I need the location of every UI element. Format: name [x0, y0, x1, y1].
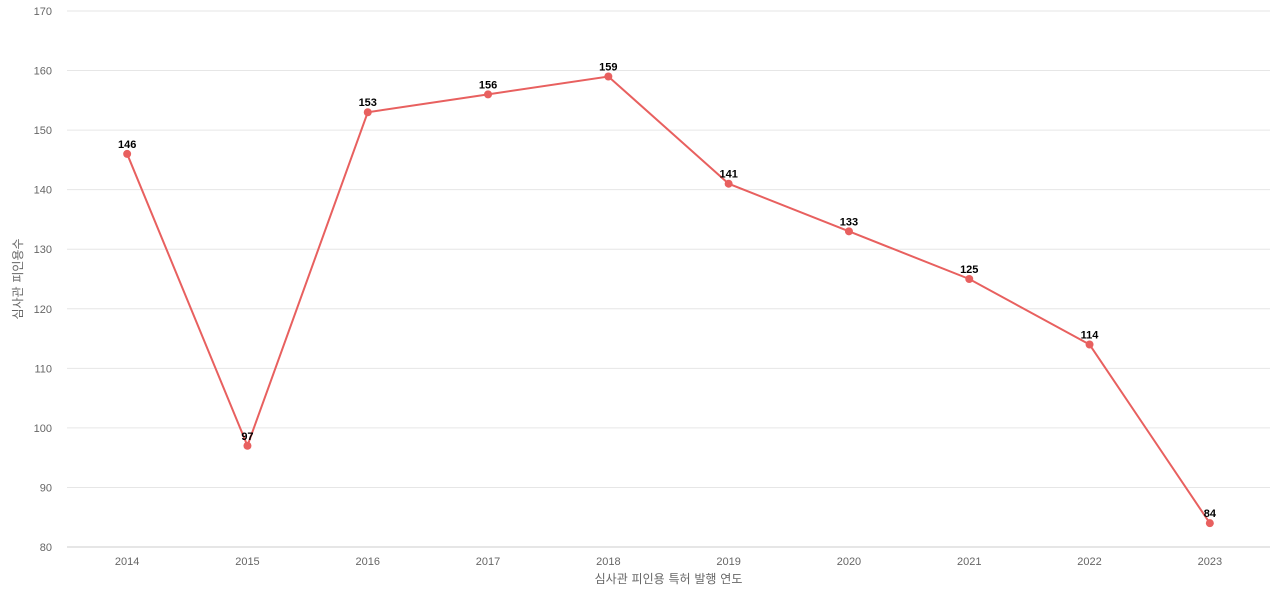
- x-axis-title: 심사관 피인용 특허 발행 연도: [595, 571, 743, 586]
- x-tick-label: 2014: [115, 556, 139, 568]
- data-point[interactable]: [724, 179, 733, 188]
- y-axis-ticks: 80 90 100 110 120 130 140 150 160 170: [34, 6, 52, 554]
- data-point[interactable]: [363, 108, 372, 117]
- y-tick-label: 100: [34, 423, 52, 435]
- y-tick-label: 90: [40, 482, 52, 494]
- data-label: 146: [118, 139, 136, 151]
- y-tick-label: 130: [34, 244, 52, 256]
- y-tick-label: 80: [40, 542, 52, 554]
- data-label: 153: [359, 97, 377, 109]
- data-label: 114: [1081, 330, 1100, 342]
- y-tick-label: 160: [34, 66, 52, 78]
- data-point[interactable]: [604, 72, 613, 81]
- x-tick-label: 2020: [837, 556, 861, 568]
- data-point[interactable]: [844, 227, 853, 236]
- data-point[interactable]: [484, 90, 493, 99]
- y-tick-label: 140: [34, 185, 52, 197]
- data-label: 156: [479, 79, 497, 91]
- grid: [67, 10, 1270, 488]
- data-label: 84: [1204, 508, 1217, 520]
- data-point[interactable]: [243, 441, 252, 450]
- x-tick-label: 2023: [1198, 556, 1222, 568]
- data-points: [123, 72, 1214, 528]
- y-tick-label: 170: [34, 6, 52, 18]
- x-tick-label: 2015: [235, 556, 259, 568]
- y-tick-label: 110: [34, 363, 52, 375]
- data-label: 159: [599, 62, 617, 74]
- x-tick-label: 2016: [356, 556, 380, 568]
- x-axis-ticks: 2014 2015 2016 2017 2018 2019 2020 2021 2022 2023: [115, 556, 1222, 568]
- data-labels: 146 97 153 156 159 141 133 125 114 84: [118, 62, 1217, 521]
- x-tick-label: 2019: [716, 556, 740, 568]
- x-tick-label: 2021: [957, 556, 981, 568]
- series-layer: [126, 75, 1211, 524]
- y-tick-label: 150: [34, 125, 52, 137]
- x-tick-label: 2018: [596, 556, 620, 568]
- data-label: 97: [241, 431, 253, 443]
- data-point[interactable]: [965, 275, 974, 283]
- data-label: 133: [840, 216, 858, 228]
- y-tick-label: 120: [34, 304, 52, 316]
- data-label: 141: [719, 169, 737, 181]
- y-axis-title: 심사관 피인용수: [11, 238, 25, 319]
- data-label: 125: [960, 264, 978, 276]
- x-tick-label: 2022: [1077, 556, 1101, 568]
- data-point[interactable]: [123, 149, 132, 158]
- data-point[interactable]: [1085, 340, 1094, 349]
- data-point[interactable]: [1205, 519, 1214, 528]
- series-line: [126, 75, 1211, 524]
- x-tick-label: 2017: [476, 556, 500, 568]
